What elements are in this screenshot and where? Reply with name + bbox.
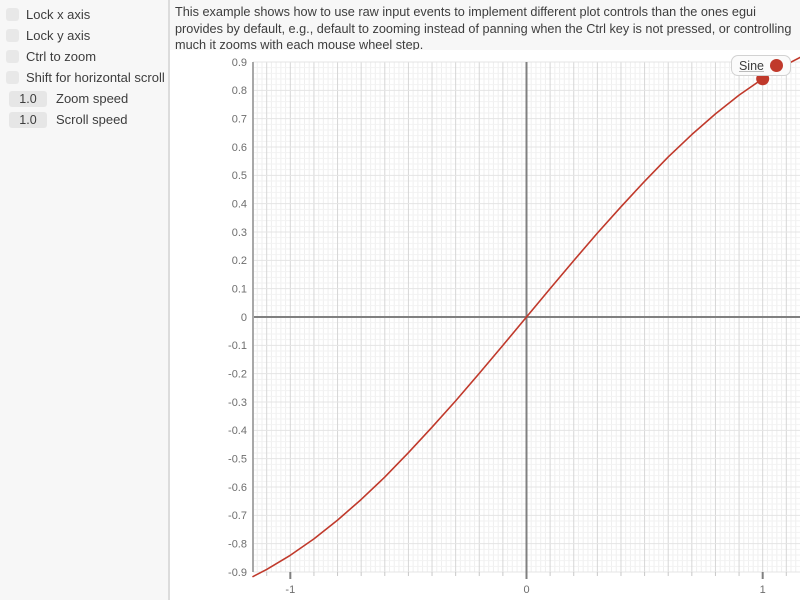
checkbox-icon[interactable] (6, 50, 19, 63)
checkbox-icon[interactable] (6, 29, 19, 42)
checkbox-label: Shift for horizontal scroll (26, 70, 165, 85)
checkbox-icon[interactable] (6, 8, 19, 21)
drag-value-scroll-speed[interactable]: 1.0 Scroll speed (6, 109, 168, 130)
legend-entry-label: Sine (738, 58, 764, 73)
drag-value-label: Zoom speed (56, 91, 129, 106)
y-tick-label: 0.5 (232, 170, 247, 182)
y-axis-tick-labels: 0.9 0.8 0.7 0.6 0.5 0.4 0.3 0.2 0.1 0 -0.1 -0.2 -0.3… (228, 57, 247, 579)
y-tick-label: 0.3 (232, 227, 247, 239)
plot-container[interactable]: 0.9 0.8 0.7 0.6 0.5 0.4 0.3 0.2 0.1 0 -0.1 -0.2 -0.3… (170, 50, 800, 600)
y-tick-label: 0.1 (232, 283, 247, 295)
checkbox-label: Lock y axis (26, 28, 91, 43)
legend-color-dot (770, 59, 783, 72)
checkbox-ctrl-to-zoom[interactable]: Ctrl to zoom (6, 46, 168, 67)
y-tick-label: -0.6 (228, 482, 247, 494)
description-text: This example shows how to use raw input … (175, 5, 792, 53)
checkbox-icon[interactable] (6, 71, 19, 84)
checkbox-lock-x-axis[interactable]: Lock x axis (6, 4, 168, 25)
y-tick-label: 0.6 (232, 142, 247, 154)
checkbox-shift-horizontal-scroll[interactable]: Shift for horizontal scroll (6, 67, 168, 88)
y-tick-label: -0.8 (228, 538, 247, 550)
y-tick-label: -0.7 (228, 510, 247, 522)
y-tick-label: 0 (241, 312, 247, 324)
plot-canvas[interactable]: 0.9 0.8 0.7 0.6 0.5 0.4 0.3 0.2 0.1 0 -0.1 -0.2 -0.3… (170, 50, 800, 600)
x-tick-label: 0 (523, 584, 529, 596)
plot-legend[interactable]: Sine (730, 55, 791, 76)
y-tick-label: -0.3 (228, 397, 247, 409)
checkbox-lock-y-axis[interactable]: Lock y axis (6, 25, 168, 46)
x-axis-tick-marks (266, 572, 787, 579)
y-tick-label: -0.1 (228, 340, 247, 352)
y-tick-label: 0.7 (232, 113, 247, 125)
y-tick-label: -0.5 (228, 453, 247, 465)
drag-value-field[interactable]: 1.0 (9, 111, 47, 128)
drag-value-label: Scroll speed (56, 112, 128, 127)
checkbox-label: Lock x axis (26, 7, 91, 22)
y-tick-label: 0.4 (232, 198, 247, 210)
y-tick-label: -0.9 (228, 567, 247, 579)
checkbox-label: Ctrl to zoom (26, 49, 97, 64)
main-panel: This example shows how to use raw input … (170, 0, 800, 600)
y-tick-label: 0.2 (232, 255, 247, 267)
y-tick-label: 0.8 (232, 85, 247, 97)
sidebar-panel: Lock x axis Lock y axis Ctrl to zoom Shi… (0, 0, 170, 600)
x-axis-tick-labels: -1 0 1 (285, 584, 765, 596)
y-tick-label: 0.9 (232, 57, 247, 69)
x-tick-label: 1 (760, 584, 766, 596)
y-tick-label: -0.2 (228, 368, 247, 380)
x-tick-label: -1 (285, 584, 295, 596)
drag-value-zoom-speed[interactable]: 1.0 Zoom speed (6, 88, 168, 109)
drag-value-field[interactable]: 1.0 (9, 90, 47, 107)
y-tick-label: -0.4 (228, 425, 247, 437)
